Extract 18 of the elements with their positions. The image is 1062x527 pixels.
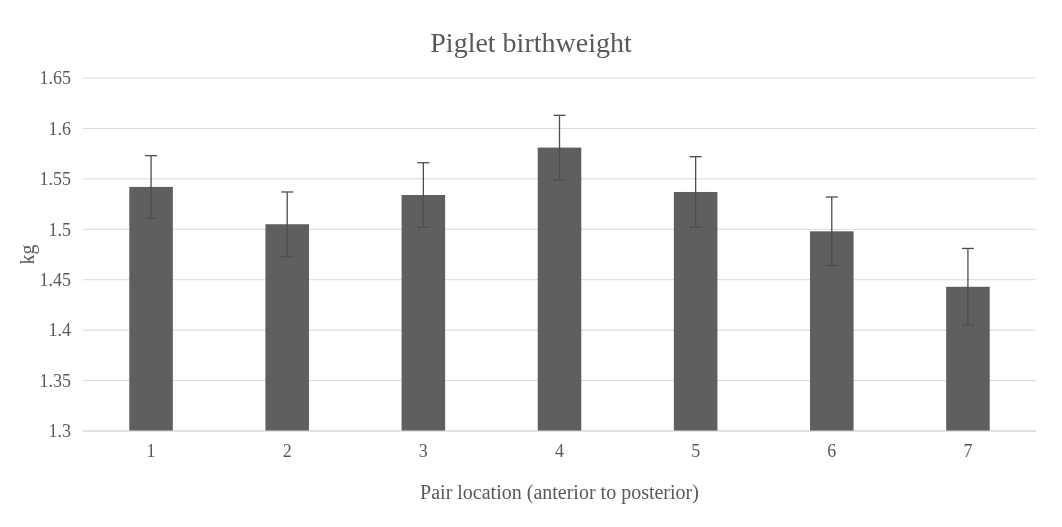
y-tick-label: 1.55	[39, 169, 71, 190]
y-tick-label: 1.35	[39, 370, 71, 391]
x-axis-title: Pair location (anterior to posterior)	[420, 481, 699, 504]
x-tick-label: 6	[827, 441, 837, 461]
x-tick-label: 2	[282, 441, 292, 461]
y-tick-label: 1.4	[48, 320, 71, 341]
x-tick-label: 5	[691, 441, 701, 461]
y-tick-label: 1.3	[48, 421, 71, 442]
y-tick-label: 1.65	[39, 68, 71, 89]
x-tick-label: 3	[418, 441, 428, 461]
x-tick-label: 4	[555, 441, 564, 461]
x-tick-label: 1	[146, 441, 156, 461]
y-axis-title: kg	[16, 244, 39, 265]
y-tick-label: 1.45	[39, 270, 71, 291]
x-tick-label: 7	[963, 441, 973, 461]
y-tick-label: 1.6	[48, 118, 71, 139]
chart-title: Piglet birthweight	[430, 27, 632, 58]
y-tick-label: 1.5	[48, 219, 71, 240]
